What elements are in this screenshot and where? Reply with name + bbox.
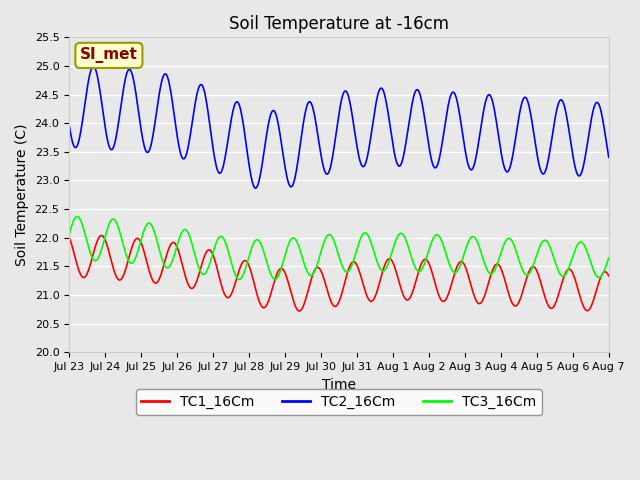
Y-axis label: Soil Temperature (C): Soil Temperature (C) [15,123,29,266]
Title: Soil Temperature at -16cm: Soil Temperature at -16cm [229,15,449,33]
Legend: TC1_16Cm, TC2_16Cm, TC3_16Cm: TC1_16Cm, TC2_16Cm, TC3_16Cm [136,389,542,415]
X-axis label: Time: Time [322,377,356,392]
Text: SI_met: SI_met [80,48,138,63]
